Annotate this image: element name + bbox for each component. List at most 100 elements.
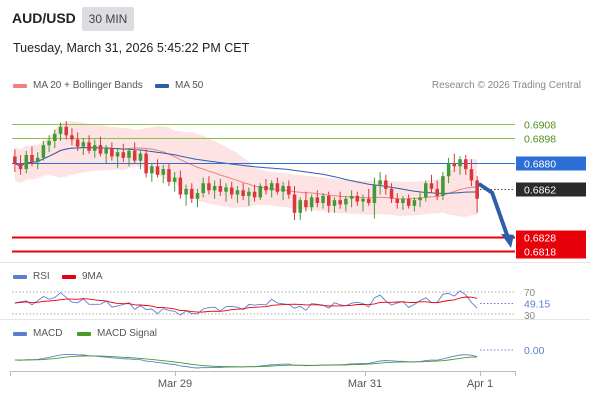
legend-ma20-label: MA 20 + Bollinger Bands: [33, 80, 143, 91]
target-level-label: 0.6898: [524, 134, 556, 146]
macd-line: [14, 353, 478, 369]
research-credit: Research © 2026 Trading Central: [431, 80, 581, 91]
bollinger-band: [14, 121, 478, 217]
candle-body: [258, 186, 263, 198]
candle-body: [395, 198, 400, 203]
support-tag: [516, 244, 586, 259]
candle-body: [309, 197, 314, 208]
candle-body: [338, 200, 342, 205]
candle-body: [264, 186, 268, 191]
candle-body: [435, 188, 439, 196]
candle-body: [207, 183, 211, 191]
currency-pair-title: AUD/USD: [12, 10, 76, 26]
candle-body: [115, 152, 120, 157]
candle-body: [70, 135, 74, 140]
ma50-line: [14, 146, 478, 194]
legend-rsi: RSI: [13, 271, 50, 282]
candle-body: [252, 191, 257, 198]
candle-body: [47, 140, 51, 146]
ma20-swatch: [13, 83, 27, 88]
candle-body: [332, 200, 337, 206]
ma50-swatch: [155, 83, 169, 88]
candle-body: [321, 195, 325, 203]
legend-ma50-label: MA 50: [175, 80, 204, 91]
candle-body: [452, 163, 457, 167]
x-axis-tick-label: Mar 29: [158, 378, 192, 390]
candle-body: [269, 183, 274, 191]
candle-body: [155, 166, 160, 175]
rsi-30-label: 30: [524, 311, 536, 322]
candle-body: [172, 177, 177, 182]
x-axis-tick-label: Mar 31: [348, 378, 382, 390]
macd-signal-swatch: [77, 331, 91, 336]
candle-body: [441, 176, 445, 196]
macd-signal-line: [14, 355, 478, 368]
candle-body: [53, 133, 57, 141]
candle-body: [458, 159, 462, 167]
candle-body: [361, 198, 365, 202]
candle-body: [190, 188, 194, 199]
legend-macd-label: MACD: [33, 328, 63, 339]
legend-ma50: MA 50: [155, 80, 203, 91]
candle-body: [326, 195, 331, 206]
candle-body: [75, 139, 80, 147]
rsi-swatch: [13, 274, 27, 279]
candle-body: [212, 186, 217, 191]
candle-body: [292, 194, 297, 213]
macd-swatch: [13, 331, 27, 336]
support-label: 0.6828: [524, 233, 556, 245]
candle-body: [469, 169, 474, 181]
candle-body: [104, 147, 108, 154]
candle-body: [384, 180, 388, 189]
candle-body: [13, 156, 17, 164]
candle-body: [418, 197, 422, 201]
candle-body: [349, 195, 354, 199]
candle-body: [281, 186, 285, 192]
candle-body: [64, 126, 68, 136]
candle-body: [18, 163, 23, 170]
candle-body: [287, 186, 291, 195]
rsi-ma-line: [14, 296, 478, 313]
candle-body: [121, 152, 126, 158]
legend-rsi-ma: 9MA: [62, 271, 103, 282]
candle-body: [446, 163, 451, 177]
candle-body: [24, 155, 29, 170]
rsi-line: [14, 290, 478, 316]
candle-body: [366, 198, 371, 203]
candle-body: [150, 166, 154, 174]
candle-body: [304, 200, 308, 208]
candle-body: [298, 200, 302, 213]
legend-macd-signal: MACD Signal: [77, 328, 157, 339]
candle-body: [315, 197, 320, 203]
candle-body: [195, 193, 200, 199]
timestamp: Tuesday, March 31, 2026 5:45:22 PM CET: [13, 41, 250, 55]
candle-body: [167, 169, 171, 182]
candle-body: [201, 183, 205, 194]
candle-body: [344, 198, 348, 205]
candle-body: [35, 157, 40, 163]
candle-body: [110, 147, 114, 157]
candle-body: [184, 188, 188, 195]
candle-body: [178, 177, 183, 195]
rsi-current-label: 49.15: [524, 298, 550, 310]
candle-body: [475, 180, 479, 199]
candle-body: [144, 153, 148, 174]
candle-body: [218, 186, 223, 192]
candle-body: [30, 155, 34, 163]
rsi-ma-swatch: [62, 274, 76, 279]
candle-body: [424, 183, 428, 198]
candle-body: [161, 169, 166, 175]
interval-badge[interactable]: 30 MIN: [82, 7, 134, 31]
candle-body: [127, 150, 131, 158]
support-label: 0.6818: [524, 247, 556, 259]
candle-body: [247, 191, 251, 196]
x-axis-tick-label: Apr 1: [467, 378, 493, 390]
candle-body: [132, 150, 137, 161]
resistance-label: 0.6880: [524, 159, 556, 171]
candle-body: [41, 145, 46, 158]
legend-macd: MACD: [13, 328, 62, 339]
candle-body: [406, 198, 411, 206]
legend-rsi-ma-label: 9MA: [82, 271, 103, 282]
candle-body: [92, 145, 97, 151]
